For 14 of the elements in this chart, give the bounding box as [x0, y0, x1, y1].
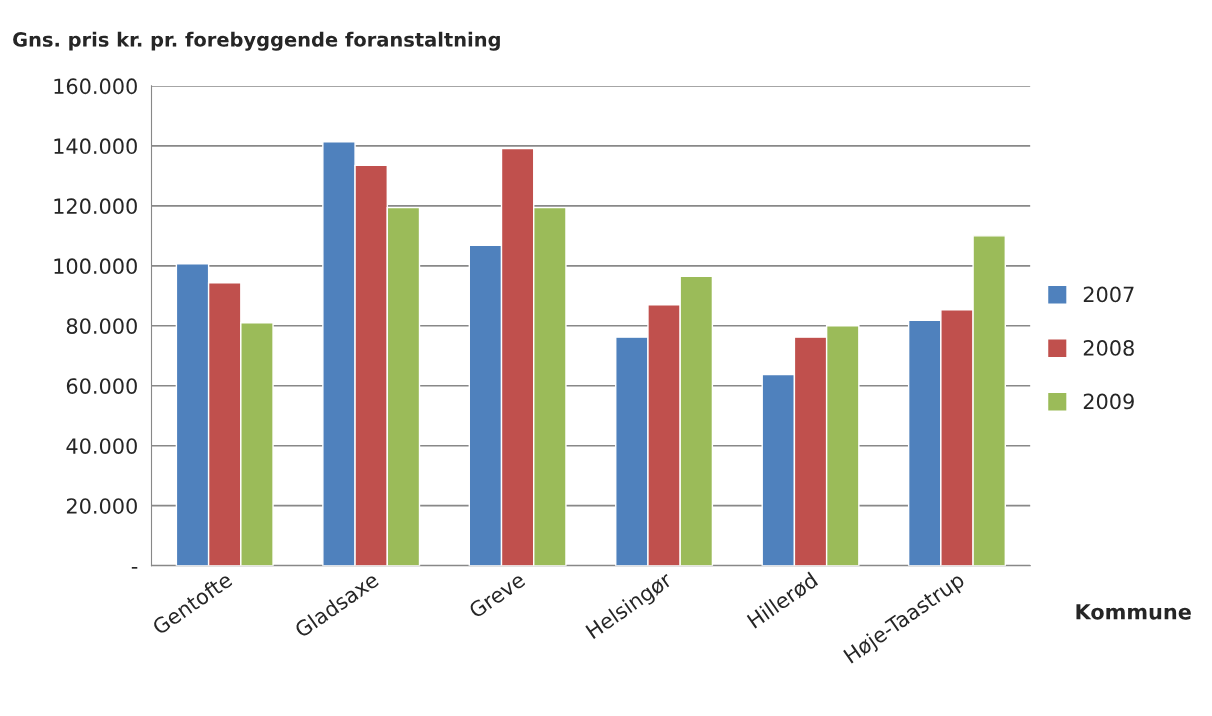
y-tick-label: 100.000 [54, 258, 137, 275]
y-tick-label: - [131, 567, 138, 569]
y-tick-label: 160.000 [54, 78, 137, 95]
y-tick-label: 40.000 [66, 438, 137, 454]
x-axis-title: Kommune [1076, 604, 1191, 620]
legend-label: 2009 [1083, 393, 1134, 410]
y-tick-label: 60.000 [66, 378, 137, 394]
chart-title: Gns. pris kr. pr. forebyggende foranstaltning [13, 31, 500, 51]
legend-label: 2007 [1083, 286, 1134, 303]
y-tick-label: 80.000 [66, 318, 137, 334]
y-tick-label: 20.000 [66, 498, 137, 514]
y-tick-label: 120.000 [54, 198, 137, 215]
legend-label: 2008 [1083, 340, 1134, 356]
y-tick-label: 140.000 [54, 138, 137, 155]
